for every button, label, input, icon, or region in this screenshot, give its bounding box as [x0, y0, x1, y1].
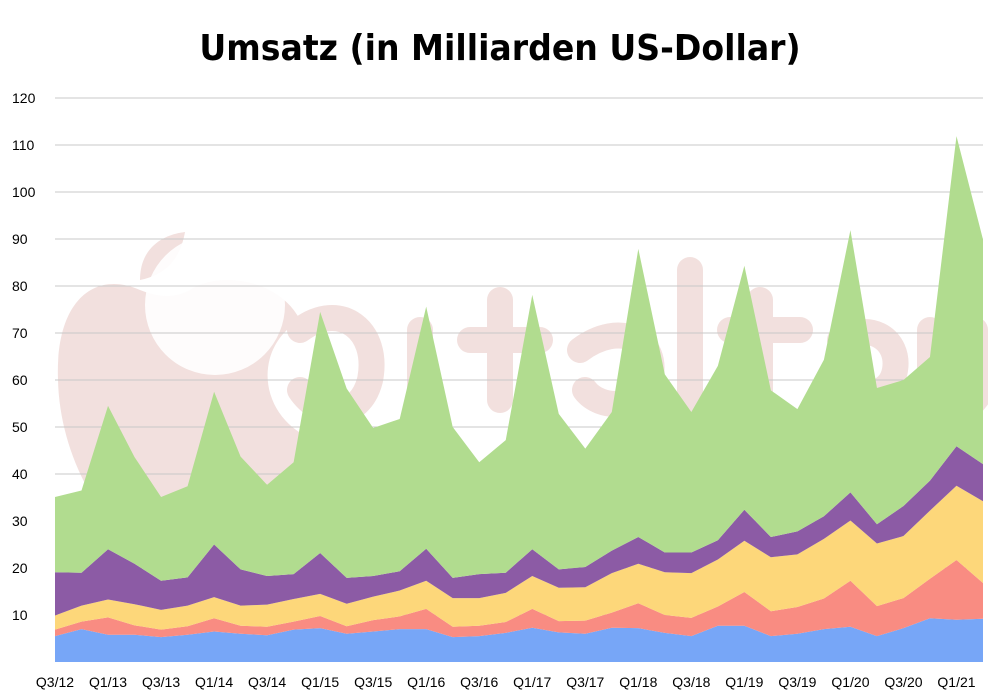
- chart-title: Umsatz (in Milliarden US-Dollar): [199, 28, 801, 69]
- x-tick-label-Q1-17: Q1/17: [513, 674, 551, 690]
- x-tick-label-Q1-14: Q1/14: [195, 674, 233, 690]
- y-tick-label-30: 30: [12, 513, 28, 529]
- x-tick-label-Q3-16: Q3/16: [460, 674, 498, 690]
- y-tick-label-60: 60: [12, 372, 28, 388]
- y-tick-label-100: 100: [12, 184, 36, 200]
- y-tick-label-120: 120: [12, 90, 36, 106]
- area-series-4: [55, 446, 983, 616]
- y-tick-label-80: 80: [12, 278, 28, 294]
- x-tick-label-Q3-18: Q3/18: [672, 674, 710, 690]
- x-tick-label-Q1-15: Q1/15: [301, 674, 339, 690]
- y-tick-label-110: 110: [12, 137, 35, 153]
- area-series-3: [55, 485, 983, 630]
- x-axis: Q3/12 Q1/13 Q3/13 Q1/14 Q3/14 Q1/15 Q3/15 Q1/16…: [36, 674, 976, 690]
- y-tick-label-10: 10: [12, 607, 28, 623]
- x-tick-label-Q1-18: Q1/18: [619, 674, 657, 690]
- x-tick-label-Q1-21: Q1/21: [937, 674, 975, 690]
- y-tick-label-20: 20: [12, 560, 28, 576]
- x-tick-label-Q3-14: Q3/14: [248, 674, 286, 690]
- y-tick-label-40: 40: [12, 466, 28, 482]
- x-tick-label-Q1-16: Q1/16: [407, 674, 445, 690]
- x-tick-label-Q1-13: Q1/13: [89, 674, 127, 690]
- x-tick-label-Q3-19: Q3/19: [778, 674, 816, 690]
- x-tick-label-Q3-20: Q3/20: [884, 674, 922, 690]
- area-series-5: [55, 136, 983, 581]
- y-tick-label-70: 70: [12, 325, 28, 341]
- x-tick-label-Q1-19: Q1/19: [725, 674, 763, 690]
- x-tick-label-Q3-12: Q3/12: [36, 674, 74, 690]
- y-tick-label-50: 50: [12, 419, 28, 435]
- y-axis: 10 20 30 40 50 60 70 80 90 100 110 120: [12, 90, 36, 623]
- x-tick-label-Q3-17: Q3/17: [566, 674, 604, 690]
- x-tick-label-Q3-13: Q3/13: [142, 674, 180, 690]
- area-series-2: [55, 560, 983, 638]
- x-tick-label-Q1-20: Q1/20: [831, 674, 869, 690]
- area-series-1: [55, 618, 983, 662]
- y-tick-label-90: 90: [12, 231, 28, 247]
- areas: [55, 136, 983, 662]
- x-tick-label-Q3-15: Q3/15: [354, 674, 392, 690]
